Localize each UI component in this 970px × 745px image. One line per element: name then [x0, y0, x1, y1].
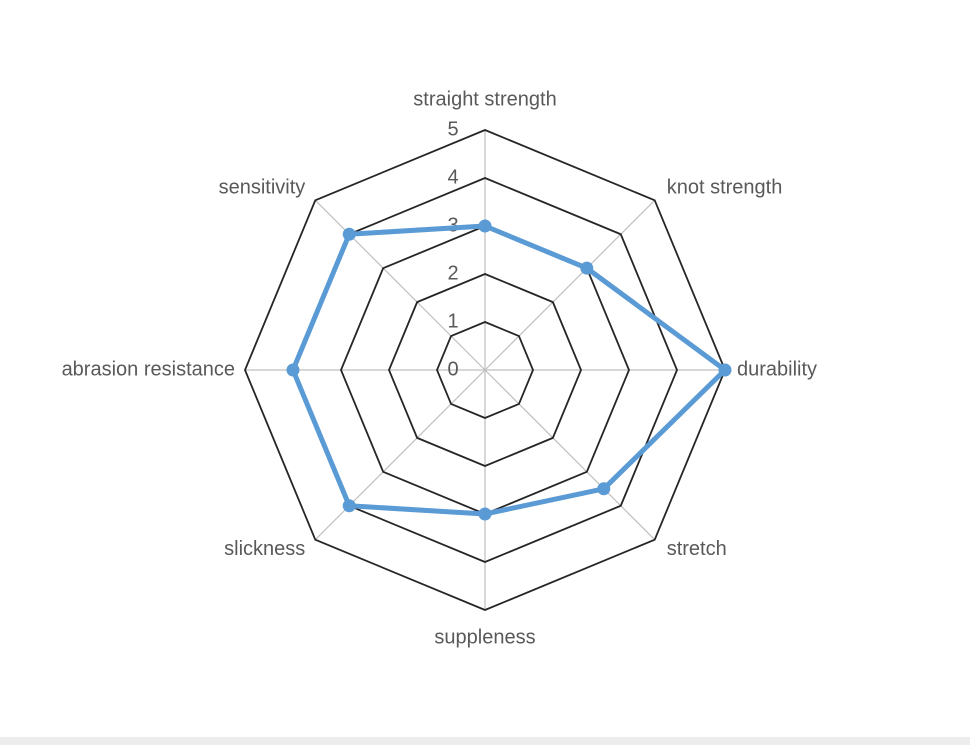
spoke	[314, 369, 486, 541]
grid-ring	[388, 273, 582, 467]
category-label: abrasion resistance	[62, 358, 235, 380]
category-label: durability	[737, 358, 817, 380]
marker	[718, 363, 732, 377]
category-label: sensitivity	[219, 177, 306, 199]
marker	[286, 363, 300, 377]
category-label: straight strength	[413, 88, 556, 110]
tick-label: 2	[447, 262, 458, 284]
tick-label: 0	[447, 358, 458, 380]
spoke	[484, 369, 656, 541]
tick-label: 3	[447, 214, 458, 236]
bottom-bar	[0, 737, 970, 745]
grid-ring	[436, 321, 534, 419]
marker	[597, 482, 611, 496]
marker	[478, 507, 492, 521]
marker	[580, 261, 594, 275]
marker	[342, 227, 356, 241]
spoke	[314, 199, 486, 371]
category-label: knot strength	[667, 177, 783, 199]
category-label: stretch	[667, 538, 727, 560]
category-label: slickness	[224, 538, 305, 560]
spoke	[484, 199, 656, 371]
marker	[342, 499, 356, 513]
tick-label: 4	[447, 166, 458, 188]
grid-ring	[244, 129, 726, 611]
tick-label: 5	[447, 118, 458, 140]
marker	[478, 219, 492, 233]
tick-label: 1	[447, 310, 458, 332]
category-label: suppleness	[434, 626, 535, 648]
